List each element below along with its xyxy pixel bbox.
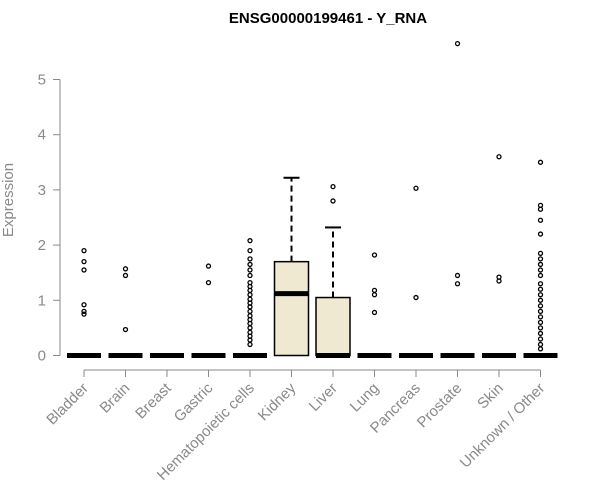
x-tick-label: Brain (97, 380, 134, 417)
outlier-point (537, 303, 544, 309)
y-tick-label: 0 (38, 348, 46, 365)
outlier-point (454, 40, 461, 47)
box-9 (399, 185, 433, 358)
outlier-point (247, 267, 253, 273)
x-tick-label: Liver (306, 380, 341, 415)
outlier-point (205, 279, 212, 286)
box-2 (108, 266, 143, 358)
outlier-point (247, 238, 253, 244)
outlier-point (122, 266, 129, 272)
outlier-point (371, 252, 378, 258)
outlier-point (81, 308, 87, 314)
outlier-point (537, 346, 544, 352)
y-tick-label: 2 (38, 237, 46, 254)
outlier-point (413, 294, 419, 301)
box-1 (67, 247, 101, 358)
box-6 (273, 176, 310, 357)
outlier-point (537, 256, 544, 262)
outlier-point (537, 267, 544, 273)
outlier-point (537, 281, 544, 287)
outlier-point (537, 297, 544, 303)
outlier-point (537, 292, 544, 298)
outlier-point (537, 231, 544, 237)
outlier-point (81, 267, 87, 273)
box-5 (233, 238, 267, 358)
outlier-point (496, 154, 502, 160)
outlier-point (454, 281, 461, 287)
outlier-point (81, 311, 87, 317)
outlier-point (371, 287, 378, 294)
x-tick-label: Bladder (43, 380, 92, 429)
x-tick-label: Prostate (414, 380, 466, 432)
y-tick-label: 5 (38, 72, 46, 89)
outlier-point (371, 292, 378, 298)
outlier-point (537, 330, 544, 337)
outlier-point (537, 341, 544, 348)
box-body (273, 260, 310, 357)
box-12 (523, 159, 558, 358)
outlier-point (247, 292, 253, 298)
outlier-point (122, 272, 129, 279)
outlier-point (413, 185, 419, 191)
box-11 (482, 154, 516, 358)
outlier-point (537, 250, 544, 257)
box-10 (440, 40, 475, 358)
box-8 (357, 252, 392, 358)
outlier-point (81, 302, 87, 308)
outlier-point (247, 256, 253, 262)
outlier-point (330, 183, 336, 190)
outlier-point (81, 259, 87, 265)
y-tick-label: 3 (38, 182, 46, 199)
outlier-point (537, 159, 544, 165)
outlier-point (454, 272, 461, 279)
box-4 (191, 263, 226, 358)
outlier-point (247, 325, 253, 331)
outlier-point (122, 326, 129, 333)
y-tick-label: 1 (38, 292, 46, 309)
outlier-point (247, 296, 253, 302)
outlier-point (537, 336, 544, 342)
outlier-point (537, 314, 544, 320)
outlier-point (247, 272, 253, 279)
x-tick-label: Breast (132, 379, 175, 422)
outlier-point (81, 247, 87, 254)
outlier-point (247, 329, 253, 335)
outlier-point (247, 313, 253, 319)
outlier-point (247, 247, 253, 254)
outlier-point (247, 308, 253, 314)
outlier-point (537, 217, 544, 223)
outlier-point (330, 198, 336, 204)
outlier-point (247, 279, 253, 286)
outlier-point (537, 272, 544, 279)
outlier-point (537, 308, 544, 314)
outlier-point (537, 319, 544, 326)
outlier-point (537, 325, 544, 331)
outlier-point (205, 263, 212, 269)
outlier-point (496, 274, 502, 280)
outlier-point (247, 261, 253, 268)
x-tick-label: Kidney (255, 379, 300, 424)
outlier-point (247, 341, 253, 348)
chart-title: ENSG00000199461 - Y_RNA (229, 10, 427, 27)
outlier-point (371, 309, 378, 316)
outlier-point (537, 286, 544, 292)
y-axis-label: Expression (0, 163, 17, 237)
box-series (67, 40, 558, 358)
box-body (315, 296, 351, 357)
x-tick-label: Skin (474, 380, 507, 413)
x-tick-label: Lung (347, 380, 383, 416)
outlier-point (537, 202, 544, 209)
box-7 (315, 183, 351, 358)
y-tick-label: 4 (38, 127, 46, 144)
y-axis: 0 1 2 3 4 5 (38, 72, 61, 365)
outlier-point (537, 261, 544, 268)
